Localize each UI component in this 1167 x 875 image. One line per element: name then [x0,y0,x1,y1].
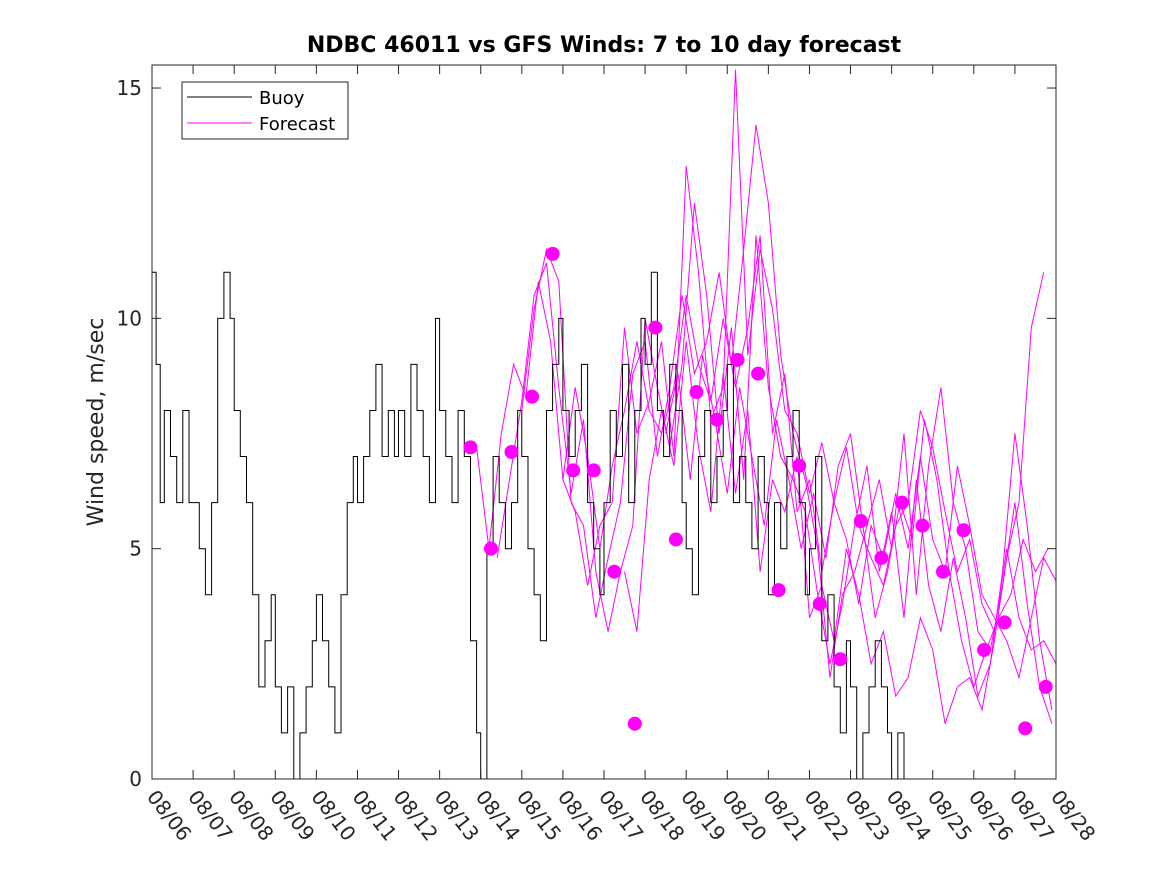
forecast-point [504,444,519,459]
forecast-point [874,550,889,565]
legend-buoy-label: Buoy [259,88,305,109]
forecast-point [936,564,950,579]
forecast-point [484,541,498,556]
y-axis: 0 5 10 15 [117,76,1056,791]
forecast-point [668,532,683,547]
series-layer [152,69,1057,780]
forecast-point [586,463,601,478]
forecast-point [977,643,992,658]
buoy-series-line [152,271,911,780]
forecast-point [1018,721,1033,736]
forecast-point [792,458,807,473]
forecast-point [463,440,478,455]
forecast-point [710,412,724,427]
forecast-point [915,518,930,533]
y-tick-label: 15 [117,76,142,100]
legend-box [181,81,349,140]
forecast-point [730,352,745,367]
legend: Buoy Forecast [181,81,349,140]
forecast-point [997,615,1012,630]
forecast-point [607,564,622,579]
forecast-point [525,389,540,404]
forecast-point [689,385,704,400]
forecast-point [894,495,909,510]
y-axis-label: Wind speed, m/sec [84,318,109,527]
forecast-point [833,652,848,667]
y-tick-label: 0 [129,767,142,791]
forecast-points-layer [463,246,1053,736]
forecast-point [627,716,642,731]
forecast-point [771,583,786,598]
forecast-point [956,523,971,538]
plot-area [152,65,1056,779]
forecast-point [812,596,827,611]
forecast-point [751,366,766,381]
forecast-point [1038,679,1053,694]
forecast-point [648,320,663,335]
forecast-point [545,246,560,261]
chart-title: NDBC 46011 vs GFS Winds: 7 to 10 day for… [307,33,902,58]
forecast-point [853,514,868,529]
forecast-series-line [562,235,1057,665]
y-tick-label: 10 [117,306,142,330]
forecast-point [566,463,581,478]
y-tick-label: 5 [129,537,142,561]
legend-forecast-label: Forecast [259,114,335,135]
